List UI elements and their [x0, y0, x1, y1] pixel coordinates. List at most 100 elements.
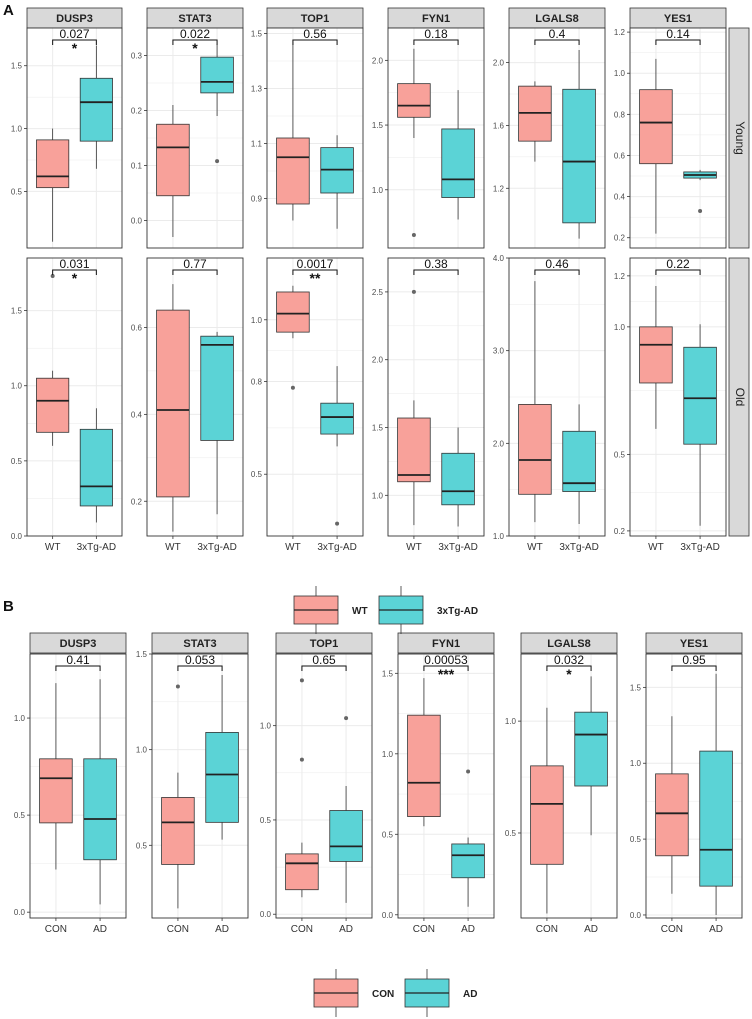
y-tick-label: 0.5 — [136, 841, 148, 850]
legend-b: CON AD — [313, 969, 477, 1017]
y-tick-label: 1.1 — [251, 140, 263, 149]
p-value-label: 0.22 — [666, 257, 690, 271]
p-value-label: 0.032 — [554, 653, 584, 667]
panel-b-human-lgals8: LGALS8 0.032* 0.5 1.0 CON AD — [505, 632, 618, 935]
significance-stars: ** — [310, 270, 321, 286]
y-tick-label: 1.2 — [614, 272, 626, 281]
p-value-label: 0.77 — [183, 257, 207, 271]
significance-bracket — [172, 39, 218, 45]
p-value-label: 0.41 — [66, 653, 90, 667]
y-tick-label: 0.0 — [14, 908, 26, 917]
significance-stars: * — [566, 666, 572, 682]
y-tick-label: 0.0 — [260, 910, 272, 919]
gene-title: TOP1 — [301, 13, 330, 25]
p-value-label: 0.18 — [424, 27, 448, 41]
y-tick-label: 1.5 — [372, 121, 384, 130]
box-iqr — [36, 139, 70, 189]
significance-stars: *** — [438, 666, 455, 682]
box-3xtg-ad — [683, 324, 717, 526]
significance-bracket — [655, 269, 701, 275]
outlier-point — [175, 684, 180, 689]
gene-title: FYN1 — [422, 13, 450, 25]
y-tick-label: 1.2 — [614, 28, 626, 37]
box-3xtg-ad — [683, 169, 717, 213]
y-tick-label: 1.5 — [11, 307, 23, 316]
row-strip-background — [728, 27, 750, 249]
outlier-point — [411, 289, 416, 294]
panel-b-human-yes1: YES1 0.95 0.0 0.5 1.0 1.5 CON AD — [630, 632, 743, 935]
row-strip-label: Old — [733, 388, 747, 407]
row-strip-old: Old — [728, 257, 750, 537]
y-tick-label: 1.0 — [493, 532, 505, 541]
y-tick-label: 1.0 — [11, 125, 23, 134]
outlier-point — [411, 233, 416, 238]
panel-border — [397, 653, 495, 919]
box-iqr — [639, 326, 673, 384]
outlier-point — [299, 678, 304, 683]
p-value-label: 0.0017 — [297, 257, 334, 271]
outlier-point — [335, 521, 340, 526]
box-iqr — [200, 335, 234, 441]
panel-a-young-stat3: STAT3 0.022* 0.0 0.1 0.2 0.3 — [131, 7, 244, 249]
panel-border — [26, 27, 123, 249]
significance-bracket — [292, 269, 338, 275]
box-iqr — [683, 346, 717, 445]
gene-title: STAT3 — [183, 638, 216, 650]
box-iqr — [320, 402, 354, 435]
y-tick-label: 0.0 — [382, 911, 394, 920]
panel-border — [146, 27, 244, 249]
panel-border — [629, 27, 727, 249]
panel-a-old-fyn1: 0.38 1.0 1.5 2.0 2.5 WT 3xTg-AD — [372, 257, 485, 553]
y-tick-label: 1.6 — [493, 121, 505, 130]
y-tick-label: 0.8 — [614, 110, 626, 119]
gene-title: DUSP3 — [60, 638, 97, 650]
x-tick-label: AD — [709, 924, 723, 935]
gene-strip — [29, 632, 127, 654]
panel-border — [629, 257, 727, 537]
p-value-label: 0.38 — [424, 257, 448, 271]
panel-border — [29, 653, 127, 919]
box-wt — [36, 274, 70, 446]
box-iqr — [397, 83, 431, 118]
y-tick-label: 0.5 — [260, 816, 272, 825]
box-3xtg-ad — [79, 45, 113, 169]
outlier-point — [344, 716, 349, 721]
x-tick-label: 3xTg-AD — [197, 542, 236, 553]
y-tick-label: 0.2 — [131, 107, 143, 116]
significance-bracket — [413, 269, 459, 275]
y-tick-label: 0.9 — [251, 195, 263, 204]
y-tick-label: 1.0 — [614, 323, 626, 332]
x-tick-label: 3xTg-AD — [559, 542, 598, 553]
box-iqr — [36, 377, 70, 433]
y-tick-label: 0.5 — [505, 829, 517, 838]
box-iqr — [397, 417, 431, 483]
significance-bracket — [55, 665, 101, 671]
significance-bracket — [546, 665, 592, 671]
box-wt — [639, 286, 673, 429]
box-3xtg-ad — [441, 427, 475, 527]
y-tick-label: 1.0 — [136, 746, 148, 755]
panel-border — [508, 257, 606, 537]
box-iqr — [79, 77, 113, 142]
x-tick-label: 3xTg-AD — [77, 542, 116, 553]
y-tick-label: 1.5 — [630, 683, 642, 692]
box-iqr — [518, 404, 552, 495]
legend-item-3xtg-ad: 3xTg-AD — [378, 586, 478, 634]
y-tick-label: 2.0 — [372, 56, 384, 65]
gene-title: TOP1 — [310, 638, 339, 650]
panel-label-b: B — [3, 598, 14, 615]
y-tick-label: 1.2 — [493, 184, 505, 193]
legend-label: AD — [463, 989, 477, 1000]
box-con — [655, 716, 689, 894]
significance-bracket — [413, 39, 459, 45]
x-tick-label: AD — [584, 924, 598, 935]
y-tick-label: 1.5 — [136, 650, 148, 659]
gene-title: DUSP3 — [56, 13, 93, 25]
outlier-point — [215, 159, 220, 164]
y-tick-label: 0.3 — [131, 52, 143, 61]
y-tick-label: 1.5 — [372, 424, 384, 433]
y-tick-label: 0.6 — [131, 324, 143, 333]
x-tick-label: WT — [406, 542, 422, 553]
panel-b-human-dusp3: DUSP3 0.41 0.0 0.5 1.0 CON AD — [14, 632, 127, 935]
x-tick-label: AD — [215, 924, 229, 935]
